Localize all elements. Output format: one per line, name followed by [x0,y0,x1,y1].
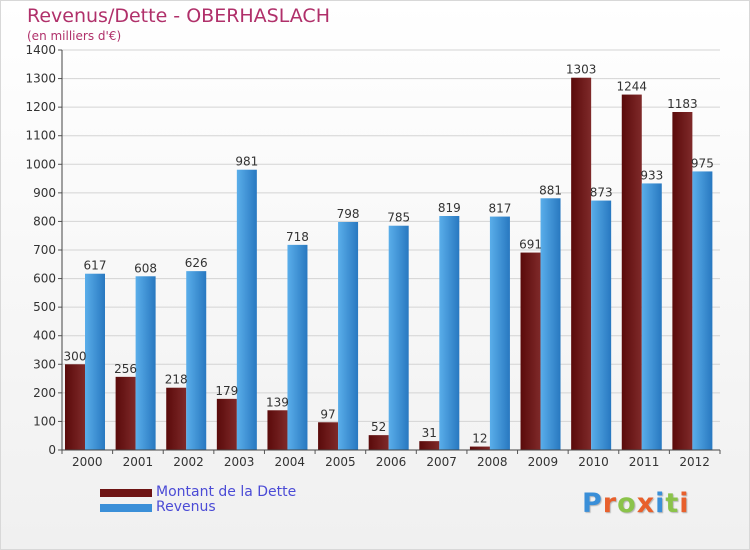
y-tick-label: 800 [33,214,56,228]
bar-revenus [439,216,460,450]
bar-dette [318,422,339,450]
y-tick-label: 0 [48,443,56,457]
y-tick-label: 700 [33,243,56,257]
logo-letter: i [679,488,690,519]
bar-dette [216,398,237,450]
x-tick-label: 2001 [123,455,154,469]
logo-letter: x [636,488,656,519]
bar-revenus [186,271,207,450]
data-label-revenus: 817 [488,202,511,216]
bar-dette [571,77,592,450]
data-label-revenus: 608 [134,261,157,275]
chart-title: Revenus/Dette - OBERHASLACH [27,5,330,27]
logo-letter: r [602,488,618,519]
bar-dette [469,446,490,450]
data-label-dette: 12 [472,432,487,446]
bar-revenus [540,198,561,450]
y-tick-label: 400 [33,329,56,343]
y-tick-label: 1200 [25,100,56,114]
bar-revenus [692,171,713,450]
data-label-dette: 218 [165,373,188,387]
x-tick-label: 2004 [274,455,305,469]
x-tick-label: 2002 [173,455,204,469]
y-tick-label: 600 [33,272,56,286]
bar-dette [267,410,288,450]
bar-revenus [135,276,156,450]
x-tick-label: 2003 [224,455,255,469]
y-tick-label: 1400 [25,43,56,57]
data-label-revenus: 819 [438,201,461,215]
x-tick-label: 2007 [426,455,457,469]
data-label-dette: 139 [266,395,289,409]
logo-letter: o [617,488,637,519]
y-tick-label: 1000 [25,157,56,171]
x-tick-label: 2009 [528,455,559,469]
legend-swatch-revenus [100,504,152,512]
data-label-revenus: 933 [640,168,663,182]
bar-revenus [236,169,257,450]
bar-revenus [591,200,612,450]
y-tick-label: 100 [33,414,56,428]
bar-dette [672,112,693,450]
bar-revenus [338,222,359,450]
data-label-dette: 300 [64,349,87,363]
proxiti-logo: Proxiti [582,488,690,519]
bar-dette [166,387,187,450]
data-label-dette: 31 [422,426,437,440]
bar-revenus [641,183,662,450]
bar-dette [368,435,389,450]
data-label-revenus: 981 [235,155,258,169]
legend-swatch-dette [100,489,152,497]
y-tick-label: 200 [33,386,56,400]
data-label-dette: 256 [114,362,137,376]
legend-label-dette: Montant de la Dette [156,484,297,500]
bar-dette [65,364,85,450]
bar-revenus [489,216,510,450]
data-label-revenus: 975 [691,156,714,170]
bar-dette [419,441,440,450]
y-tick-label: 1100 [25,129,56,143]
data-label-revenus: 798 [337,207,360,221]
bar-revenus [388,225,409,450]
logo-letter: i [655,488,666,519]
bar-dette [621,94,642,451]
x-tick-label: 2000 [72,455,103,469]
data-label-revenus: 626 [185,256,208,270]
legend-label-revenus: Revenus [156,499,216,515]
data-label-revenus: 718 [286,230,309,244]
data-label-dette: 97 [320,407,335,421]
data-label-dette: 179 [215,384,238,398]
data-label-dette: 1303 [566,63,597,77]
y-tick-label: 500 [33,300,56,314]
data-label-revenus: 881 [539,183,562,197]
x-tick-label: 2011 [629,455,660,469]
data-label-revenus: 873 [590,186,613,200]
bar-dette [115,376,136,450]
bar-revenus [85,273,105,450]
data-label-dette: 691 [519,238,542,252]
x-tick-label: 2012 [679,455,710,469]
data-label-dette: 1183 [667,97,698,111]
y-tick-label: 300 [33,357,56,371]
y-tick-label: 900 [33,186,56,200]
data-label-dette: 1244 [616,80,647,94]
x-tick-label: 2006 [376,455,407,469]
x-tick-label: 2008 [477,455,508,469]
data-label-dette: 52 [371,420,386,434]
chart-subtitle: (en milliers d'€) [27,29,122,43]
bar-revenus [287,244,308,450]
logo-letter: P [582,488,603,519]
data-label-revenus: 617 [84,259,107,273]
data-label-revenus: 785 [387,211,410,225]
logo-letter: t [665,488,680,519]
y-tick-label: 1300 [25,72,56,86]
x-tick-label: 2010 [578,455,609,469]
x-tick-label: 2005 [325,455,356,469]
bar-dette [520,252,541,450]
